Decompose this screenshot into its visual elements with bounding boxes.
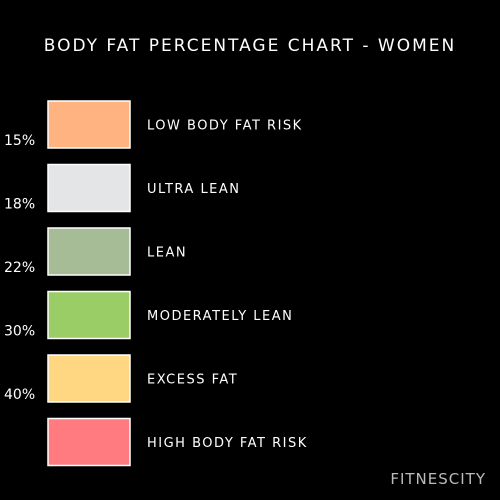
category-label-4: EXCESS FAT: [147, 373, 238, 388]
swatch-2: [47, 227, 131, 276]
swatch-1: [47, 163, 131, 213]
category-label-1: ULTRA LEAN: [147, 182, 241, 197]
swatch-4: [47, 354, 131, 403]
swatch-3: [47, 290, 131, 340]
category-label-3: MODERATELY LEAN: [147, 309, 293, 324]
brand-watermark: FITNESCITY: [390, 470, 486, 488]
threshold-label-3: 30%: [4, 323, 35, 339]
threshold-label-4: 40%: [4, 387, 35, 403]
threshold-label-2: 22%: [4, 260, 35, 276]
swatch-0: [47, 100, 131, 149]
category-label-0: LOW BODY FAT RISK: [147, 119, 303, 134]
category-label-2: LEAN: [147, 246, 187, 261]
swatch-5: [47, 417, 131, 467]
chart-title: BODY FAT PERCENTAGE CHART - WOMEN: [43, 36, 457, 56]
category-label-5: HIGH BODY FAT RISK: [147, 436, 308, 451]
threshold-label-0: 15%: [4, 133, 35, 149]
threshold-label-1: 18%: [4, 196, 35, 212]
